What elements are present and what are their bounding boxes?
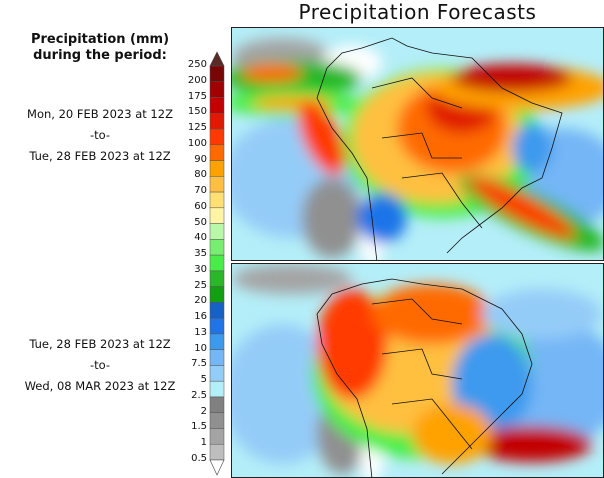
colorbar-top-arrow: [209, 51, 225, 67]
colorbar-tick-label: 25: [194, 279, 207, 291]
period-1-start: Mon, 20 FEB 2023 at 12Z: [27, 107, 173, 121]
colorbar-tick-label: 150: [187, 106, 207, 118]
colorbar-tick-label: 35: [194, 248, 207, 260]
page-title: Precipitation Forecasts: [298, 0, 537, 24]
forecast-map-period-1: [231, 27, 604, 261]
colorbar-tick-label: 16: [194, 311, 207, 323]
colorbar-segment: [209, 428, 225, 445]
legend-title-line2: during the period:: [33, 48, 167, 63]
colorbar-tick-label: 5: [200, 374, 207, 386]
colorbar-segment: [209, 349, 225, 366]
colorbar-segment: [209, 191, 225, 209]
colorbar-segment: [209, 97, 225, 114]
colorbar-tick-label: 60: [194, 200, 207, 212]
colorbar-segment: [209, 380, 225, 398]
colorbar: [209, 51, 225, 476]
colorbar-tick-label: 250: [187, 59, 207, 70]
colorbar-tick-label: 50: [194, 216, 207, 228]
colorbar-segment: [209, 223, 225, 240]
colorbar-tick-label: 175: [187, 90, 207, 102]
period-2-label: Tue, 28 FEB 2023 at 12Z -to- Wed, 08 MAR…: [0, 334, 200, 397]
legend-title: Precipitation (mm) during the period:: [0, 32, 200, 64]
colorbar-segment: [209, 286, 225, 303]
colorbar-segment: [209, 81, 225, 98]
period-2-start: Tue, 28 FEB 2023 at 12Z: [29, 337, 171, 351]
colorbar-segment: [209, 113, 225, 130]
colorbar-tick-label: 70: [194, 185, 207, 197]
colorbar-segment: [209, 396, 225, 413]
colorbar-tick-label: 125: [187, 122, 207, 134]
colorbar-tick-label: 80: [194, 169, 207, 181]
colorbar-tick-label: 10: [194, 342, 207, 354]
legend-title-line1: Precipitation (mm): [30, 32, 170, 47]
colorbar-tick-label: 1.5: [191, 421, 207, 433]
colorbar-bottom-arrow: [209, 459, 225, 476]
colorbar-segment: [209, 302, 225, 319]
period-1-label: Mon, 20 FEB 2023 at 12Z -to- Tue, 28 FEB…: [0, 104, 200, 167]
colorbar-segment: [209, 254, 225, 272]
period-2-end: Wed, 08 MAR 2023 at 12Z: [24, 379, 176, 393]
period-2-sep: -to-: [89, 358, 111, 372]
colorbar-tick-label: 90: [194, 153, 207, 165]
colorbar-segment: [209, 443, 225, 461]
colorbar-tick-label: 2.5: [191, 389, 207, 401]
colorbar-segment: [209, 128, 225, 146]
colorbar-tick-label: 1: [200, 437, 207, 449]
colorbar-tick-label: 100: [187, 137, 207, 149]
colorbar-segment: [209, 270, 225, 287]
colorbar-segment: [209, 365, 225, 382]
colorbar-tick-label: 0.5: [191, 453, 207, 464]
forecast-map-period-2: [231, 263, 604, 478]
colorbar-tick-label: 40: [194, 232, 207, 244]
period-1-sep: -to-: [89, 128, 111, 142]
colorbar-tick-label: 200: [187, 74, 207, 86]
colorbar-segment: [209, 207, 225, 224]
colorbar-tick-label: 13: [194, 326, 207, 338]
colorbar-tick-label: 2: [200, 405, 207, 417]
colorbar-segment: [209, 176, 225, 193]
colorbar-tick-label: 20: [194, 295, 207, 307]
colorbar-segment: [209, 239, 225, 256]
colorbar-tick-label: 30: [194, 263, 207, 275]
colorbar-segment: [209, 412, 225, 429]
period-1-end: Tue, 28 FEB 2023 at 12Z: [29, 149, 171, 163]
colorbar-segment: [209, 333, 225, 350]
colorbar-segment: [209, 144, 225, 161]
colorbar-segment: [209, 65, 225, 83]
colorbar-tick-label: 7.5: [191, 358, 207, 370]
colorbar-segment: [209, 160, 225, 177]
colorbar-segment: [209, 317, 225, 335]
